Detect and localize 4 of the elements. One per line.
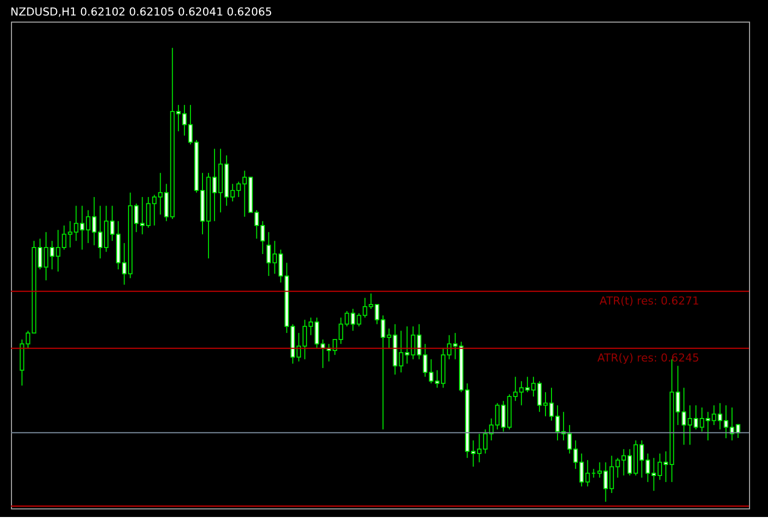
candlestick [374, 304, 380, 325]
ref-line-label: ATR(t) res: 0.6271 [600, 294, 700, 308]
chart-title: NZDUSD,H1 0.62102 0.62105 0.62041 0.62065 [10, 6, 272, 19]
ref-line-label: ATR(y) res: 0.6245 [597, 351, 700, 364]
